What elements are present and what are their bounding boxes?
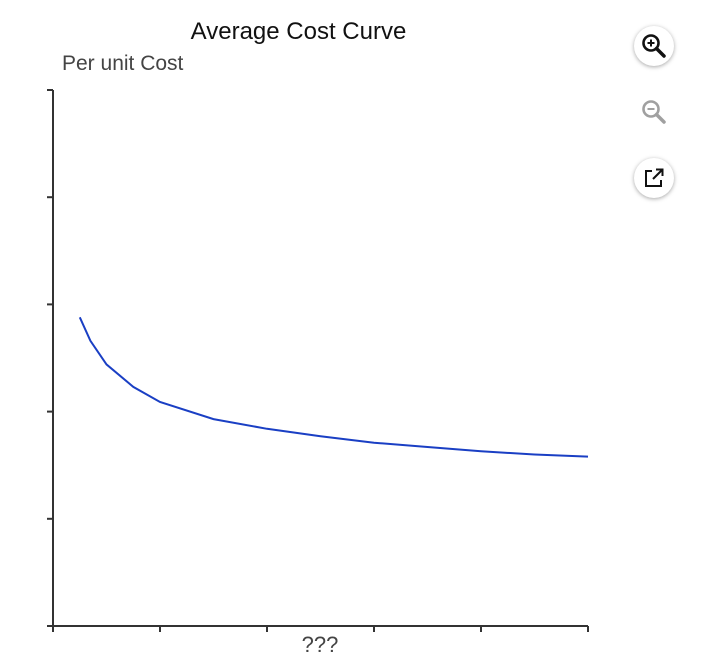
series-group — [78, 316, 589, 458]
zoom-out-icon — [642, 100, 666, 124]
open-external-button[interactable] — [634, 158, 674, 198]
x-axis-label: ??? — [302, 632, 339, 657]
zoom-in-icon — [642, 34, 666, 58]
axes — [47, 89, 589, 632]
average-cost-line — [78, 316, 589, 458]
y-axis-label: Per unit Cost — [62, 52, 184, 75]
zoom-out-button[interactable] — [634, 92, 674, 132]
chart-title: Average Cost Curve — [190, 18, 407, 45]
zoom-in-button[interactable] — [634, 26, 674, 66]
chart-toolbar — [634, 26, 678, 224]
external-link-icon — [645, 168, 664, 187]
